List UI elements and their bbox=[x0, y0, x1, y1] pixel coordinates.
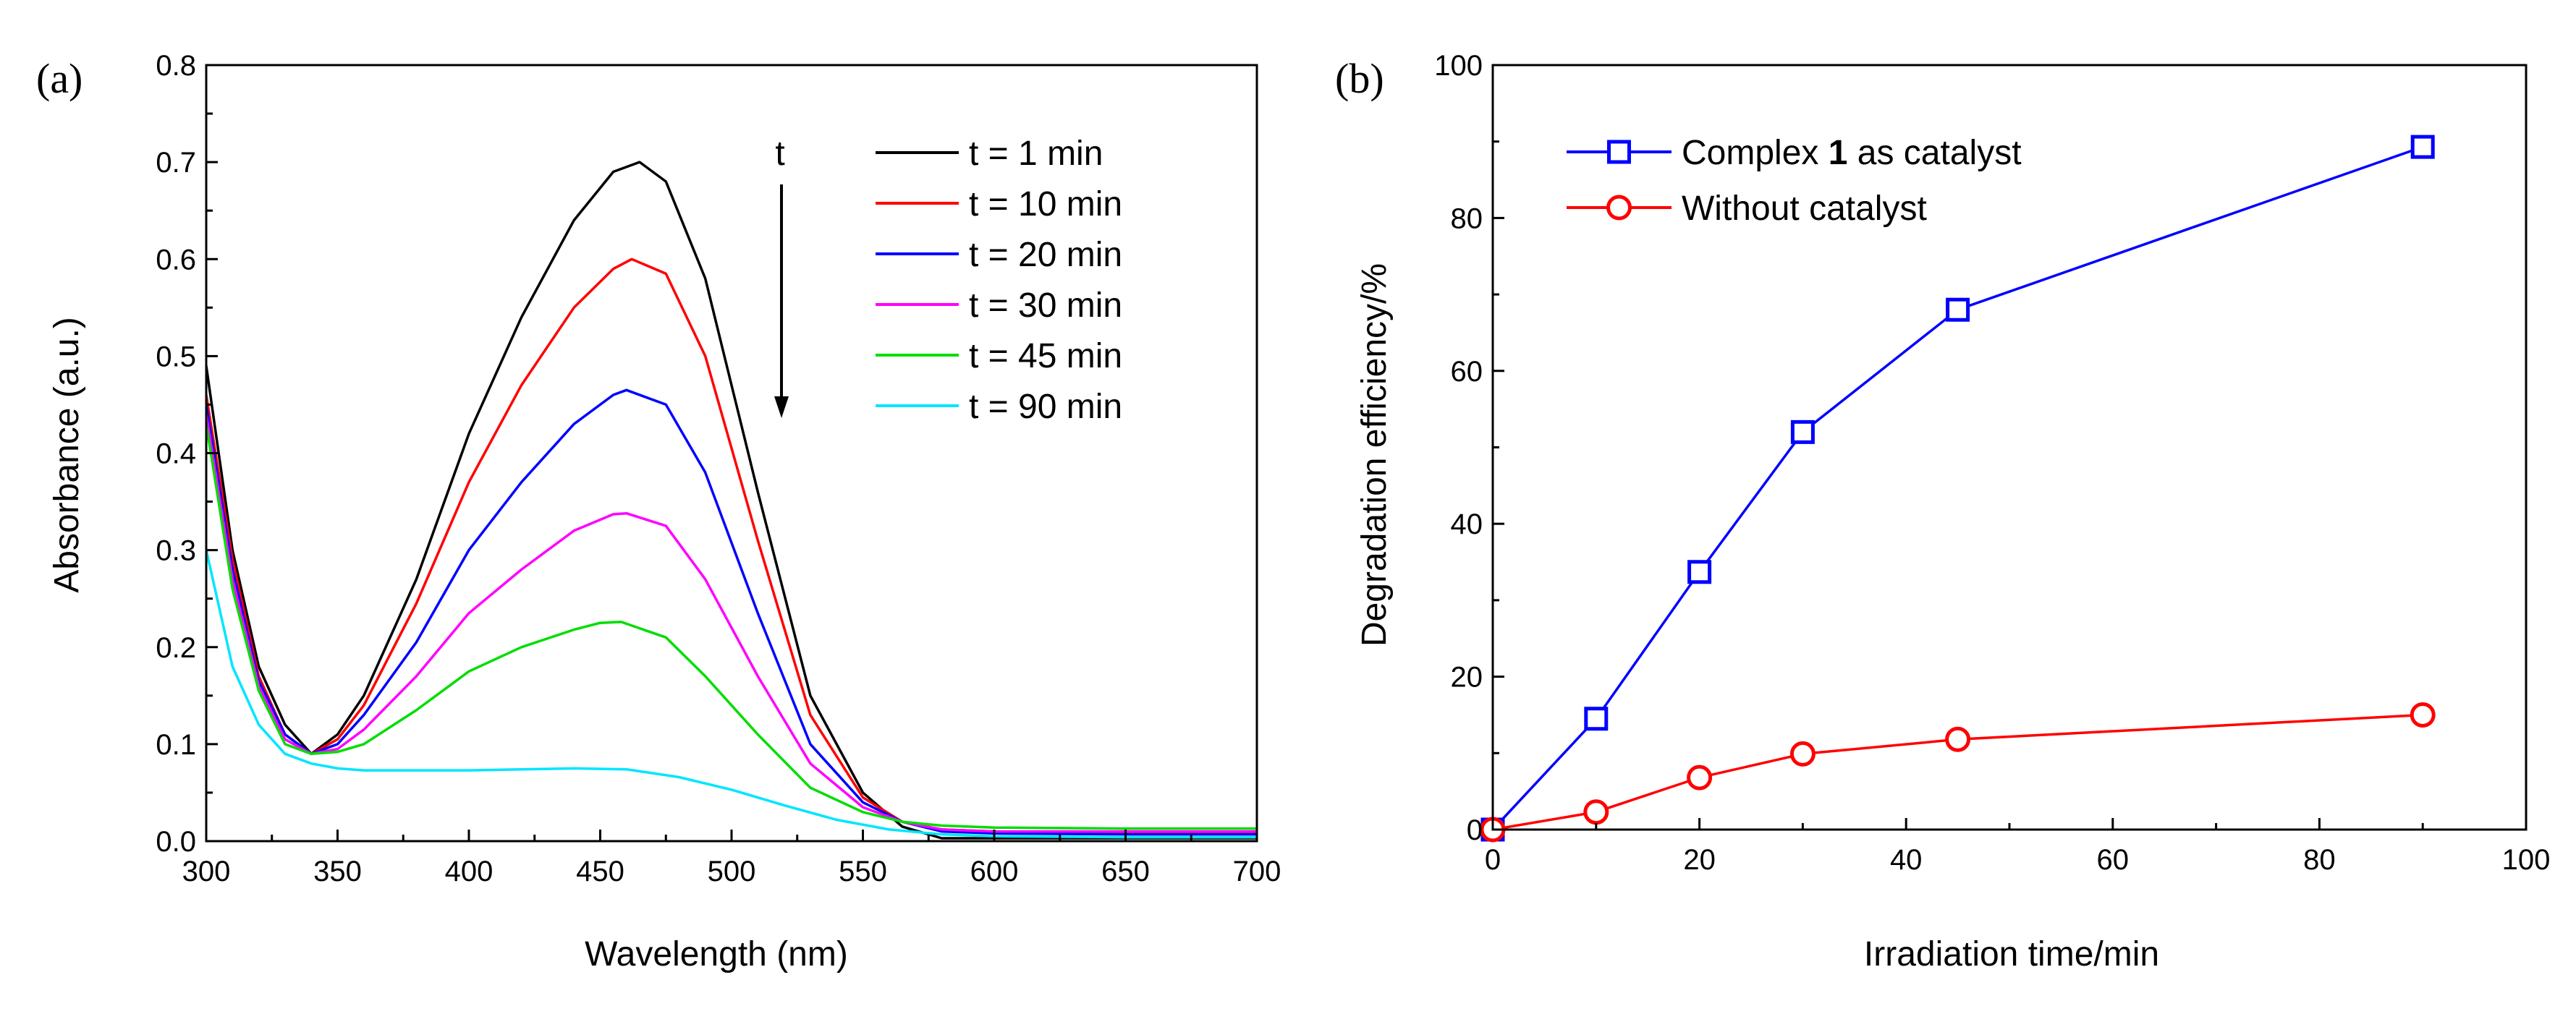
legend-entry-label: t = 1 min bbox=[969, 135, 1103, 173]
series-line-a-2 bbox=[206, 388, 1257, 836]
y-tick-label: 100 bbox=[1434, 50, 1483, 82]
panel-b-plot-area bbox=[1480, 64, 2528, 843]
legend-entry-label: t = 30 min bbox=[969, 286, 1122, 325]
legend-entry-label: t = 90 min bbox=[969, 388, 1122, 426]
y-tick-label: 0.5 bbox=[156, 341, 196, 372]
y-tick-label: 0.0 bbox=[156, 826, 196, 858]
y-tick-label: 0.2 bbox=[156, 632, 196, 664]
panel-a-label: (a) bbox=[36, 55, 82, 102]
x-tick-label: 100 bbox=[2502, 844, 2551, 876]
series-b-0 bbox=[1493, 145, 2423, 830]
x-tick-label: 40 bbox=[1890, 844, 1923, 876]
series-a-2 bbox=[206, 388, 1257, 836]
series-line-b-0 bbox=[1493, 145, 2423, 830]
y-tick-label: 0.7 bbox=[156, 147, 196, 179]
panel-a-absorbance-chart: (a) 300 350 400 450 500 550 600 650 700 0.0 0.1 0.2… bbox=[36, 50, 1281, 973]
data-point bbox=[1687, 764, 1713, 791]
x-tick-label: 20 bbox=[1683, 844, 1716, 876]
legend-entry-label: t = 45 min bbox=[969, 337, 1122, 375]
x-tick-label: 650 bbox=[1101, 856, 1150, 887]
panel-b-legend: Complex 1 as catalyst Without catalyst bbox=[1567, 134, 2022, 228]
series-line-a-0 bbox=[206, 161, 1257, 840]
y-tick-label: 60 bbox=[1451, 356, 1483, 388]
time-arrow-label: t bbox=[775, 135, 784, 173]
panel-a-ticks: 300 350 400 450 500 550 600 650 700 0.0 0.1 0.2 0.3 0… bbox=[156, 50, 1281, 887]
legend-marker-circle bbox=[1606, 195, 1632, 221]
legend-entry-label: t = 10 min bbox=[969, 185, 1122, 223]
x-tick-label: 600 bbox=[970, 856, 1019, 887]
y-tick-label: 0.1 bbox=[156, 729, 196, 761]
data-point bbox=[1790, 419, 1815, 444]
data-point bbox=[1945, 726, 1971, 752]
x-tick-label: 500 bbox=[708, 856, 756, 887]
legend-entry-label: t = 20 min bbox=[969, 236, 1122, 274]
y-tick-label: 80 bbox=[1451, 203, 1483, 234]
series-a-3 bbox=[206, 414, 1257, 833]
data-point bbox=[1687, 560, 1712, 584]
panel-b-ticks: 0 20 40 60 80 100 0 20 40 60 80 100 bbox=[1434, 50, 2550, 876]
x-tick-label: 350 bbox=[313, 856, 362, 887]
plot-frame bbox=[1491, 64, 2528, 831]
series-a-0 bbox=[206, 161, 1257, 840]
plot-frame bbox=[205, 64, 1258, 843]
series-line-b-1 bbox=[1493, 713, 2423, 830]
x-tick-label: 550 bbox=[839, 856, 887, 887]
legend-marker-square bbox=[1607, 140, 1631, 164]
x-tick-label: 450 bbox=[576, 856, 624, 887]
series-a-5 bbox=[206, 550, 1257, 839]
x-tick-label: 60 bbox=[2097, 844, 2130, 876]
x-tick-label: 0 bbox=[1485, 844, 1501, 876]
series-line-a-3 bbox=[206, 414, 1257, 833]
series-line-a-4 bbox=[206, 424, 1257, 830]
series-b-1 bbox=[1493, 713, 2423, 830]
x-tick-label: 400 bbox=[445, 856, 493, 887]
y-tick-label: 0.4 bbox=[156, 438, 196, 470]
legend-entry-label: Complex 1 as catalyst bbox=[1682, 134, 2022, 172]
y-tick-label: 0.6 bbox=[156, 244, 196, 276]
panel-b-degradation-chart: (b) 0 20 40 60 80 100 0 20 40 60 80 100 Irradiation… bbox=[1335, 50, 2550, 973]
data-point bbox=[2410, 135, 2435, 159]
y-tick-label: 20 bbox=[1451, 662, 1483, 694]
y-tick-label: 0.3 bbox=[156, 535, 196, 567]
x-tick-label: 300 bbox=[182, 856, 231, 887]
data-point bbox=[1583, 799, 1609, 825]
panel-a-x-axis-title: Wavelength (nm) bbox=[585, 935, 848, 973]
y-tick-label: 0 bbox=[1467, 814, 1483, 846]
series-line-a-5 bbox=[206, 550, 1257, 839]
data-point bbox=[1946, 297, 1970, 322]
x-tick-label: 700 bbox=[1233, 856, 1281, 887]
panel-a-plot-area bbox=[205, 64, 1258, 843]
y-tick-label: 40 bbox=[1451, 508, 1483, 540]
time-arrow-head bbox=[774, 396, 789, 418]
y-tick-label: 0.8 bbox=[156, 50, 196, 82]
panel-b-y-axis-title: Degradation efficiency/% bbox=[1355, 263, 1394, 647]
data-point bbox=[1584, 707, 1609, 731]
panel-b-label: (b) bbox=[1335, 55, 1384, 102]
legend-entry-label: Without catalyst bbox=[1682, 189, 1927, 228]
panel-a-y-axis-title: Absorbance (a.u.) bbox=[48, 317, 86, 593]
panel-b-x-axis-title: Irradiation time/min bbox=[1864, 935, 2159, 973]
data-point bbox=[2410, 702, 2436, 728]
panel-a-legend: t = 1 min t = 10 min t = 20 min t = 30 min t… bbox=[876, 135, 1122, 426]
series-a-4 bbox=[206, 424, 1257, 830]
data-point bbox=[1789, 741, 1816, 767]
x-tick-label: 80 bbox=[2303, 844, 2336, 876]
